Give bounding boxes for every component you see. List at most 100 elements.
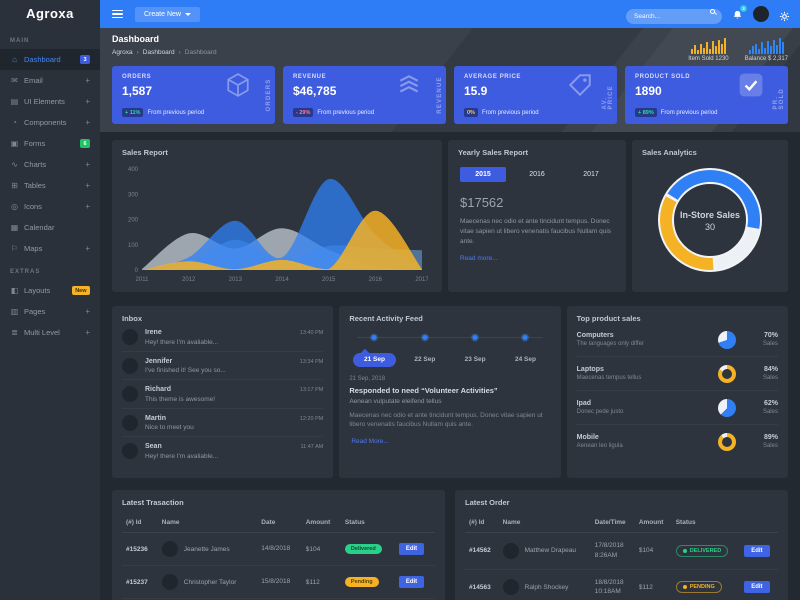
notifications-button[interactable]: 3 [732, 5, 747, 20]
svg-text:200: 200 [128, 218, 139, 224]
read-more-link[interactable]: Read more... [460, 255, 498, 263]
activity-timeline: 21 Sep 22 Sep 23 Sep 24 Sep [349, 333, 550, 367]
year-tab-2015[interactable]: 2015 [460, 167, 506, 182]
inbox-message-body: Sean 11:47 AM Hey! there I'm avaliable... [145, 443, 323, 460]
header-stat: Balance $ 2,317 [745, 38, 788, 62]
create-new-button[interactable]: Create New [135, 6, 200, 22]
row-id: #14563 [465, 569, 499, 600]
sidebar-item-dashboard[interactable]: ⌂ Dashboard 3 [0, 49, 100, 70]
form-icon: ▣ [10, 139, 19, 148]
product-name: Mobile [576, 433, 599, 441]
sidebar-item-label: Icons [24, 202, 42, 211]
stat-card-note: From previous period [317, 109, 375, 116]
create-new-label: Create New [144, 10, 181, 18]
table-row[interactable]: #14563 Ralph Shockey 18/8/2018 10:18AM $112 P… [465, 569, 778, 600]
date-value: 17/8/2018 [594, 542, 624, 549]
row-date: 15/8/2018 [257, 565, 302, 599]
edit-button[interactable]: Edit [398, 543, 425, 555]
pages-icon: ▥ [10, 307, 19, 316]
activity-entry-title: Responded to need “Volunteer Activities” [349, 385, 498, 395]
svg-text:2015: 2015 [322, 277, 336, 283]
timeline-date-active[interactable]: 21 Sep [353, 352, 396, 367]
inbox-message[interactable]: Richard 13:17 PM This theme is awesome! [122, 380, 324, 409]
sidebar-item-multi-level[interactable]: ≣ Multi Level + [0, 322, 100, 343]
product-name: Ipad [576, 399, 592, 407]
customer-name: Jeanette James [183, 545, 230, 553]
table-row[interactable]: #15237 Christopher Taylor 15/8/2018 $112 Pen… [122, 565, 435, 599]
timeline-date[interactable]: 22 Sep [414, 356, 436, 363]
chart-icon: ∿ [11, 160, 18, 169]
sidebar-item-charts[interactable]: ∿ Charts + [0, 154, 100, 175]
sidebar-item-email[interactable]: ✉ Email + [0, 70, 100, 91]
search-input[interactable] [626, 8, 722, 24]
row-date: 14/8/2018 [257, 532, 302, 566]
stat-card-badge: 0% [464, 108, 478, 117]
page-title: Dashboard [112, 34, 160, 44]
sidebar-item-pages[interactable]: ▥ Pages + [0, 301, 100, 322]
activity-panel: Recent Activity Feed 21 Sep 22 Sep 23 Sep 2… [339, 306, 561, 478]
expand-plus-icon: + [85, 244, 90, 253]
sales-report-chart: 0 100 200 300 400 2011 2012 2013 2014 2015 2016 201… [122, 161, 432, 288]
year-tab-2017[interactable]: 2017 [568, 167, 614, 182]
row-status: PENDING [671, 569, 741, 600]
message-time: 13:34 PM [299, 358, 324, 365]
product-row-computers: Computers The languages only differ 70% Sal… [576, 323, 778, 357]
sidebar-item-ui-elements[interactable]: ▤ UI Elements + [0, 91, 100, 112]
sales-analytics-panel: Sales Analytics In-Store Sales 30 [632, 140, 788, 292]
status-dot-icon [682, 585, 687, 590]
timeline-dot[interactable] [522, 335, 528, 340]
menu-toggle-icon[interactable] [112, 9, 123, 19]
table-row[interactable]: #14562 Matthew Drapeau 17/8/2018 8:26AM $104… [465, 532, 778, 570]
user-avatar[interactable] [753, 6, 769, 22]
inbox-message[interactable]: Sean 11:47 AM Hey! there I'm avaliable... [122, 437, 323, 465]
timeline-date[interactable]: 23 Sep [464, 356, 486, 363]
inbox-message[interactable]: Jennifer 13:34 PM I've finished it! See yo… [122, 352, 324, 380]
header-mini-stats: Item Sold 1230 Balance $ 2,317 [688, 34, 788, 62]
brand-logo[interactable]: Agroxa [26, 6, 74, 21]
header-stat-label: Balance $ 2,317 [744, 56, 788, 62]
column-header: Date [257, 513, 302, 533]
year-tab-2016[interactable]: 2016 [514, 167, 560, 182]
edit-button[interactable]: Edit [744, 544, 770, 557]
status-label: Delivered [350, 546, 376, 552]
sidebar-item-label: Components [24, 118, 67, 127]
timeline-dot[interactable] [422, 335, 428, 340]
timeline-dot[interactable] [371, 335, 377, 340]
breadcrumb-item[interactable]: Agroxa [112, 49, 133, 56]
check-icon [738, 72, 764, 98]
inbox-message[interactable]: Irene 13:40 PM Hey! there I'm avaliable... [122, 323, 324, 352]
breadcrumb: Agroxa › Dashboard › Dashboard [112, 49, 217, 56]
settings-button[interactable] [779, 9, 790, 21]
inbox-message[interactable]: Martin 12:20 PM Nice to meet you [122, 409, 324, 437]
sidebar-item-tables[interactable]: ⊞ Tables + [0, 175, 100, 196]
edit-button[interactable]: Edit [398, 576, 425, 588]
inbox-message-body: Richard 13:17 PM This theme is awesome! [145, 386, 323, 403]
table-row[interactable]: #15236 Jeanette James 14/8/2018 $104 Deliver… [122, 532, 435, 566]
timeline-dot[interactable] [472, 335, 478, 340]
sidebar-item-components[interactable]: ◔ Components + [0, 112, 100, 133]
sidebar-item-icons[interactable]: ◎ Icons + [0, 196, 100, 217]
row-name: Christopher Taylor [157, 565, 258, 599]
activity-entry-date: 21 Sep, 2018 [349, 375, 386, 382]
sidebar-item-maps[interactable]: ⚐ Maps + [0, 238, 100, 259]
sidebar-item-forms[interactable]: ▣ Forms 6 [0, 133, 100, 154]
search-icon[interactable] [710, 8, 715, 14]
breadcrumb-item[interactable]: Dashboard [142, 49, 175, 56]
edit-button[interactable]: Edit [744, 581, 770, 594]
panel-title: Latest Order [465, 498, 510, 507]
sidebar-item-calendar[interactable]: ▦ Calendar [0, 217, 100, 238]
table-icon: ⊞ [11, 181, 18, 190]
sidebar-section-label: EXTRAS [10, 269, 41, 275]
read-more-link[interactable]: Read More... [351, 438, 389, 445]
sender-name: Richard [145, 386, 172, 393]
product-percentage: 89% [763, 434, 778, 441]
sidebar-item-layouts[interactable]: ◧ Layouts New [0, 280, 100, 301]
timeline-date[interactable]: 24 Sep [514, 356, 536, 363]
product-mini-pie-chart [717, 398, 736, 417]
column-header: Amount [301, 513, 341, 533]
avatar [122, 443, 138, 459]
sender-name: Sean [145, 443, 162, 450]
header-stat-label: Item Sold 1230 [688, 56, 729, 62]
row-name: Jeanette James [157, 532, 258, 566]
row-id: #15236 [122, 532, 158, 566]
